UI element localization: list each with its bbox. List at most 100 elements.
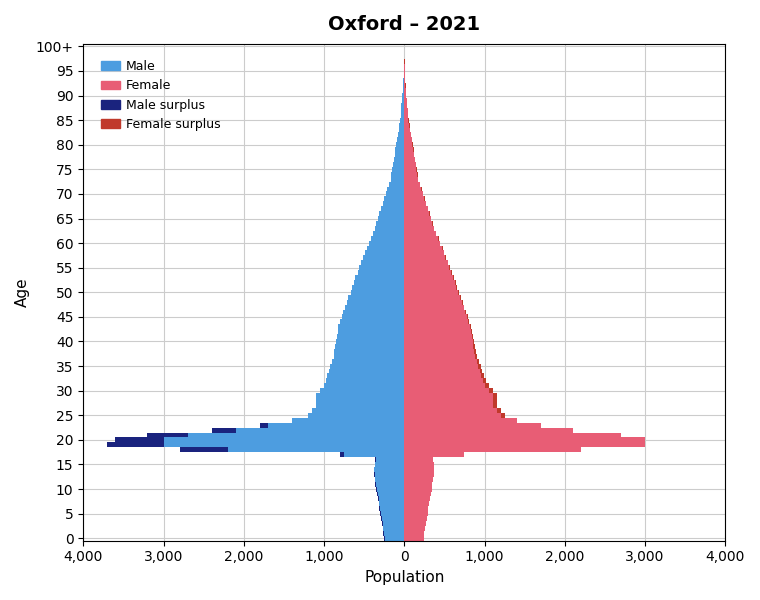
Bar	[402, 98, 404, 103]
Bar	[404, 526, 425, 531]
Bar	[325, 379, 404, 383]
Bar	[375, 472, 404, 477]
Bar	[375, 457, 404, 462]
Bar	[442, 245, 443, 250]
Bar	[359, 265, 404, 270]
Bar	[404, 182, 420, 187]
Bar	[483, 379, 486, 383]
Bar	[404, 428, 573, 433]
Bar	[356, 275, 404, 280]
Bar	[404, 245, 442, 250]
Bar	[402, 93, 404, 98]
Bar	[404, 265, 449, 270]
Bar	[404, 531, 424, 536]
Bar	[404, 482, 432, 487]
Bar	[404, 472, 434, 477]
Bar	[404, 388, 489, 393]
Bar	[394, 152, 404, 157]
Bar	[382, 526, 384, 531]
Bar	[381, 511, 404, 516]
Bar	[340, 452, 344, 457]
Bar	[329, 368, 404, 373]
Bar	[375, 226, 404, 231]
Bar	[404, 383, 485, 388]
Bar	[404, 379, 483, 383]
Bar	[163, 437, 404, 442]
Bar	[404, 275, 453, 280]
Bar	[396, 142, 404, 147]
Bar	[404, 236, 438, 241]
Bar	[404, 216, 431, 221]
Bar	[404, 211, 429, 216]
Bar	[312, 408, 404, 413]
Bar	[474, 349, 476, 354]
Bar	[404, 280, 454, 285]
Bar	[365, 250, 404, 256]
Bar	[384, 531, 385, 536]
Bar	[404, 354, 475, 359]
Bar	[404, 334, 472, 339]
Bar	[381, 516, 382, 521]
Bar	[492, 403, 496, 408]
Bar	[378, 502, 379, 506]
Bar	[470, 324, 471, 329]
Bar	[320, 388, 404, 393]
Bar	[345, 305, 404, 310]
Bar	[335, 344, 404, 349]
Bar	[334, 349, 404, 354]
Bar	[374, 467, 404, 472]
Bar	[404, 260, 448, 265]
Bar	[385, 536, 404, 541]
Bar	[485, 383, 489, 388]
Bar	[382, 202, 404, 206]
Bar	[439, 241, 440, 245]
Bar	[308, 413, 404, 418]
Bar	[404, 516, 427, 521]
Bar	[401, 103, 404, 108]
Bar	[292, 418, 404, 422]
Bar	[352, 285, 404, 290]
Bar	[163, 442, 404, 447]
Bar	[404, 462, 434, 467]
Bar	[404, 496, 430, 502]
Bar	[382, 521, 404, 526]
Bar	[404, 270, 451, 275]
Bar	[404, 147, 413, 152]
Bar	[404, 305, 464, 310]
Bar	[260, 422, 268, 428]
Bar	[445, 256, 446, 260]
Bar	[462, 299, 463, 305]
Bar	[453, 275, 454, 280]
Bar	[404, 162, 416, 167]
Bar	[404, 413, 501, 418]
Bar	[404, 310, 465, 314]
Bar	[338, 324, 404, 329]
Bar	[361, 260, 404, 265]
Bar	[404, 359, 477, 364]
Bar	[393, 162, 404, 167]
Bar	[404, 349, 474, 354]
Bar	[374, 472, 375, 477]
Bar	[404, 314, 467, 319]
Bar	[376, 487, 377, 491]
Bar	[454, 280, 456, 285]
Bar	[392, 167, 404, 172]
Bar	[481, 373, 484, 379]
Bar	[404, 241, 439, 245]
Bar	[375, 482, 376, 487]
Bar	[438, 236, 439, 241]
Bar	[501, 413, 505, 418]
Bar	[404, 536, 423, 541]
Bar	[347, 299, 404, 305]
Bar	[386, 191, 404, 196]
Title: Oxford – 2021: Oxford – 2021	[328, 15, 480, 34]
Bar	[350, 290, 404, 295]
Bar	[337, 334, 404, 339]
Bar	[404, 167, 416, 172]
Bar	[404, 319, 468, 324]
Bar	[385, 531, 404, 536]
Bar	[380, 511, 381, 516]
Bar	[316, 403, 404, 408]
Bar	[492, 398, 496, 403]
Bar	[404, 437, 645, 442]
